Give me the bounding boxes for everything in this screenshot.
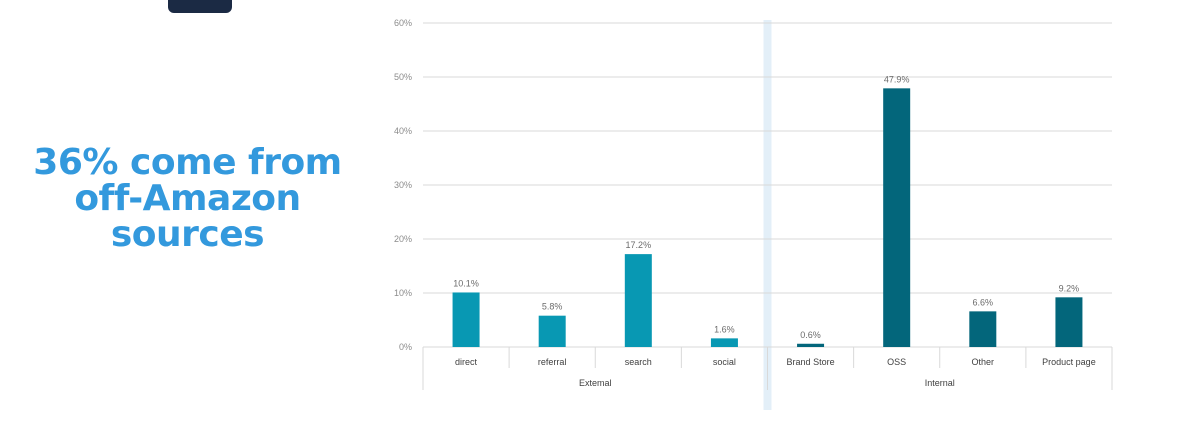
category-label: OSS xyxy=(887,357,906,367)
category-label: social xyxy=(713,357,736,367)
data-label: 1.6% xyxy=(714,324,735,334)
data-label: 17.2% xyxy=(626,240,652,250)
group-label: Extemal xyxy=(579,378,612,388)
bar xyxy=(969,311,997,347)
headline-line-3: sources xyxy=(110,214,265,255)
category-label: Other xyxy=(972,357,995,367)
category-label: Product page xyxy=(1042,357,1096,367)
bar xyxy=(624,254,652,347)
y-tick-label: 20% xyxy=(394,234,412,244)
headline-line-2: off-Amazon xyxy=(74,178,301,219)
label-layer: 0% 10% 20% 30% 40% 50% 60% 10.1% direct 5.8% refer… xyxy=(394,18,1096,388)
y-tick-label: 50% xyxy=(394,72,412,82)
bar xyxy=(797,343,825,347)
y-tick-label: 60% xyxy=(394,18,412,28)
data-label: 47.9% xyxy=(884,74,910,84)
bar xyxy=(538,315,566,347)
data-label: 10.1% xyxy=(453,278,479,288)
group-label: Internal xyxy=(925,378,955,388)
category-label: search xyxy=(625,357,652,367)
bar xyxy=(710,338,738,347)
bar xyxy=(883,88,911,347)
y-tick-label: 40% xyxy=(394,126,412,136)
bar xyxy=(1055,297,1083,347)
y-tick-label: 30% xyxy=(394,180,412,190)
headline-line-1: 36% come from xyxy=(33,142,342,183)
group-divider-band xyxy=(763,20,772,410)
data-label: 9.2% xyxy=(1059,283,1080,293)
data-label: 6.6% xyxy=(973,297,994,307)
data-label: 0.6% xyxy=(800,330,821,340)
bar-layer xyxy=(452,88,1083,347)
grid-layer xyxy=(422,20,1113,410)
header-bar-fragment xyxy=(168,0,232,13)
y-tick-label: 0% xyxy=(399,342,412,352)
data-label: 5.8% xyxy=(542,302,563,312)
headline: 36% come from off-Amazon sources xyxy=(10,145,365,253)
category-label: Brand Store xyxy=(787,357,835,367)
category-label: referral xyxy=(538,357,567,367)
category-label: direct xyxy=(455,357,478,367)
y-tick-label: 10% xyxy=(394,288,412,298)
bar xyxy=(452,292,480,347)
